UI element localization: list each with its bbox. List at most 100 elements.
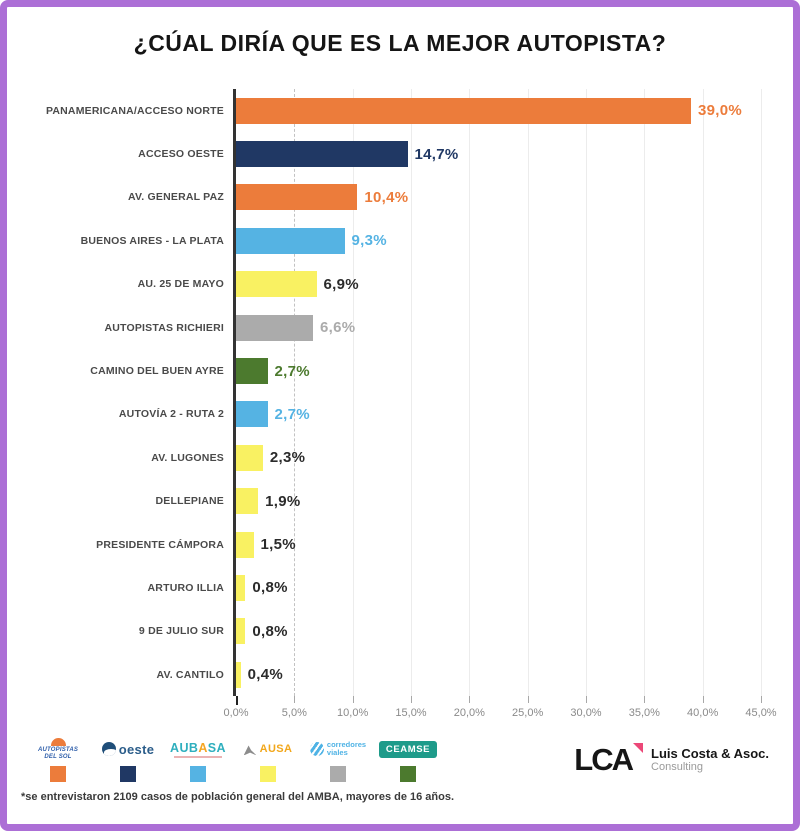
category-label: AV. LUGONES (151, 451, 224, 464)
bar (236, 661, 241, 688)
axis-tick-label: 25,0% (512, 707, 544, 720)
bar-chart: PANAMERICANA/ACCESO NORTE ACCESO OESTE AV.… (7, 89, 793, 697)
axis-tick (236, 696, 238, 706)
bar (236, 97, 691, 124)
legend-color-swatch (50, 766, 66, 783)
corredores-label: corredores viales (326, 740, 367, 758)
legend-color-swatch (400, 766, 416, 783)
axis-tick (352, 696, 354, 704)
axis-tick (761, 696, 762, 704)
legend-item-ceamse: CEAMSE (373, 736, 443, 783)
gridline (586, 89, 587, 697)
oeste-label: oeste (118, 741, 155, 757)
company-name: Luis Costa & Asoc. (651, 746, 769, 762)
axis-tick-label: 5,0% (281, 707, 307, 720)
value-label: 9,3% (351, 232, 387, 250)
category-label: 9 DE JULIO SUR (138, 625, 224, 638)
gridline (761, 89, 762, 697)
plot-area: 39,0% 14,7% 10,4% 9,3% 6,9% 6,6% 2,7% 2,7% 2,3% 1… (233, 89, 762, 697)
bar (236, 401, 268, 428)
bar (236, 574, 246, 601)
ausa-bird-icon (243, 745, 257, 756)
axis-tick (644, 696, 646, 704)
axis-tick-label: 30,0% (570, 707, 602, 720)
category-label: PANAMERICANA/ACCESO NORTE (45, 104, 224, 117)
legend-color-swatch (190, 766, 206, 783)
lca-logo: LCA (574, 743, 644, 775)
lca-arrow-icon (633, 743, 644, 754)
bar-row: 0,8% (236, 610, 761, 653)
autopistas-del-sol-label: AUTOPISTAS DEL SOL (37, 747, 79, 760)
axis-tick (586, 696, 587, 704)
footer: AUTOPISTAS DEL SOL oeste AUBASA (7, 732, 793, 783)
bar (236, 227, 345, 254)
lca-branding: LCA Luis Costa & Asoc. Consulting (574, 743, 769, 775)
legend-item-autopistas-del-sol: AUTOPISTAS DEL SOL (23, 736, 93, 783)
axis-tick (469, 696, 471, 704)
value-label: 0,4% (247, 666, 284, 684)
axis-tick-label: 20,0% (453, 707, 485, 720)
bar (236, 618, 246, 645)
value-label: 1,5% (260, 536, 296, 554)
legend-color-swatch (120, 766, 136, 783)
category-label: AUTOPISTAS RICHIERI (104, 321, 224, 334)
legend-item-corredores-viales: corredores viales (303, 736, 373, 783)
bar-row: 0,8% (236, 566, 761, 609)
bar-row: 1,9% (236, 480, 761, 523)
axis-tick (411, 696, 412, 704)
category-label: BUENOS AIRES - LA PLATA (80, 234, 224, 247)
bar (236, 314, 313, 341)
bar (236, 444, 263, 471)
bar (236, 488, 259, 515)
category-label: ACCESO OESTE (138, 148, 224, 161)
value-label: 10,4% (364, 188, 409, 206)
autopistas-del-oeste-logo: oeste (101, 736, 155, 762)
gridline (527, 89, 529, 697)
aubasa-tagline-rule (174, 755, 222, 758)
axis-tick (527, 696, 529, 704)
oeste-circle-icon (101, 742, 116, 757)
bar-row: 39,0% (236, 89, 761, 132)
axis-tick-label: 35,0% (628, 707, 660, 720)
ausa-label: AUSA (259, 743, 293, 756)
legend-color-swatch (330, 766, 346, 783)
bar (236, 141, 408, 168)
category-labels: PANAMERICANA/ACCESO NORTE ACCESO OESTE AV.… (7, 89, 233, 696)
bar (236, 531, 254, 558)
gridline (702, 89, 704, 697)
gridline (411, 89, 412, 697)
category-label: AUTOVÍA 2 - RUTA 2 (118, 408, 224, 421)
axis-tick-label: 0,0% (223, 707, 249, 720)
bar-row: 14,7% (236, 132, 761, 175)
bar (236, 271, 317, 298)
bar-row: 6,6% (236, 306, 761, 349)
aubasa-logo: AUBASA (170, 736, 226, 762)
gridline (644, 89, 646, 697)
bar-row: 2,7% (236, 393, 761, 436)
legend: AUTOPISTAS DEL SOL oeste AUBASA (23, 736, 443, 783)
axis-tick-label: 10,0% (337, 707, 369, 720)
value-label: 2,7% (274, 405, 310, 423)
bar-row: 9,3% (236, 219, 761, 262)
autopistas-del-sol-logo: AUTOPISTAS DEL SOL (38, 736, 78, 762)
value-label: 14,7% (414, 145, 459, 163)
legend-item-ausa: AUSA (233, 736, 303, 783)
category-label: DELLEPIANE (155, 495, 224, 508)
category-label: PRESIDENTE CÁMPORA (96, 538, 224, 551)
value-label: 2,7% (274, 362, 310, 380)
legend-color-swatch (260, 766, 276, 783)
category-label: ARTURO ILLIA (147, 581, 224, 594)
category-label: AV. GENERAL PAZ (128, 191, 224, 204)
bar-row: 10,4% (236, 176, 761, 219)
value-label: 2,3% (269, 449, 306, 467)
aubasa-label: AUBASA (170, 740, 226, 755)
gridline (352, 89, 354, 697)
gridline (469, 89, 471, 697)
chart-title: ¿CÚAL DIRÍA QUE ES LA MEJOR AUTOPISTA? (133, 30, 667, 56)
bar-row: 2,3% (236, 436, 761, 479)
bar-row: 2,7% (236, 349, 761, 392)
x-axis: 0,0% 5,0% 10,0% 15,0% 20,0% 25,0% 30,0% 35,0% 40… (223, 696, 777, 732)
corredores-circle-icon (309, 742, 324, 757)
legend-item-autopistas-del-oeste: oeste (93, 736, 163, 783)
